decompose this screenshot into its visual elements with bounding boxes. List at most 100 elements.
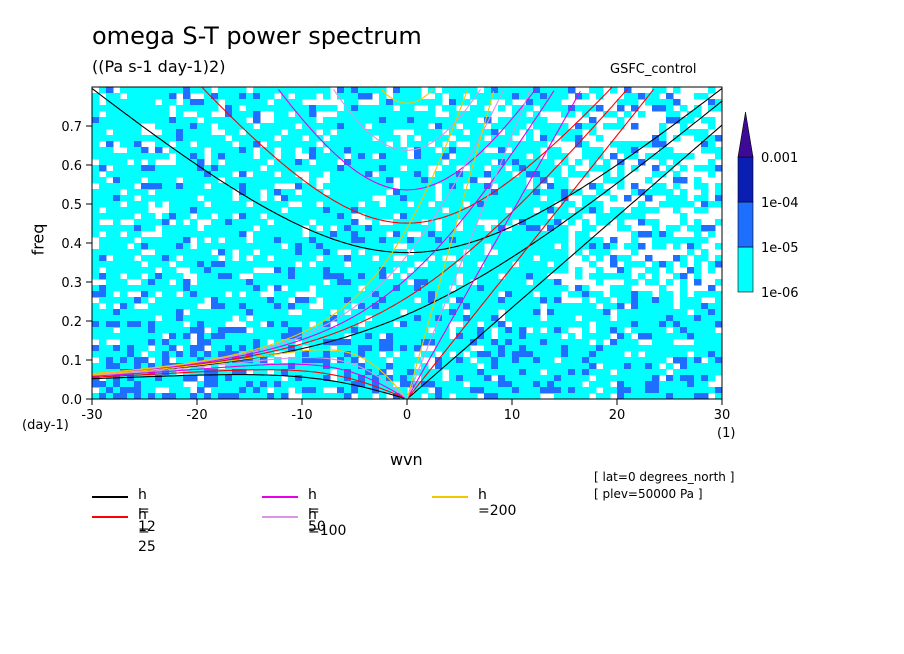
- heat-cell: [302, 195, 310, 202]
- heat-cell: [162, 171, 170, 178]
- heat-cell: [393, 111, 401, 118]
- heat-cell: [547, 105, 555, 112]
- heat-cell: [624, 363, 632, 370]
- legend-label: h = 12: [138, 487, 156, 535]
- heat-cell: [372, 231, 380, 238]
- heat-cell: [358, 111, 366, 118]
- heat-cell: [498, 171, 506, 178]
- colorbar-label: 1e-05: [761, 241, 799, 256]
- heat-cell: [701, 363, 709, 370]
- heat-cell: [715, 99, 723, 106]
- heat-cell: [197, 105, 205, 112]
- heat-cell: [666, 315, 674, 322]
- heat-cell: [295, 375, 303, 382]
- heat-cell: [638, 219, 646, 226]
- heat-cell: [386, 309, 394, 316]
- heat-cell: [218, 183, 226, 190]
- heat-cell: [400, 297, 408, 304]
- heat-cell: [365, 87, 373, 94]
- heat-cell: [708, 351, 716, 358]
- heat-cell: [148, 375, 156, 382]
- heat-cell: [428, 297, 436, 304]
- heat-cell: [169, 207, 177, 214]
- heat-cell: [519, 195, 527, 202]
- heat-cell: [267, 261, 275, 268]
- heat-cell: [456, 249, 464, 256]
- heat-cell: [456, 147, 464, 154]
- heat-cell: [701, 189, 709, 196]
- heat-cell: [547, 231, 555, 238]
- heat-cell: [176, 351, 184, 358]
- heat-cell: [99, 87, 107, 94]
- heat-cell: [561, 375, 569, 382]
- heat-cell: [603, 213, 611, 220]
- heat-cell: [246, 279, 254, 286]
- heat-cell: [351, 261, 359, 268]
- heat-cell: [218, 261, 226, 268]
- heat-cell: [302, 249, 310, 256]
- heat-cell: [491, 237, 499, 244]
- heat-cell: [645, 357, 653, 364]
- heat-cell: [673, 321, 681, 328]
- heat-cell: [400, 387, 408, 394]
- heat-cell: [414, 129, 422, 136]
- heat-cell: [582, 369, 590, 376]
- heat-cell: [540, 189, 548, 196]
- heat-cell: [526, 237, 534, 244]
- heat-cell: [92, 249, 100, 256]
- heat-cell: [330, 243, 338, 250]
- heat-cell: [631, 393, 639, 400]
- heat-cell: [526, 231, 534, 238]
- ig-curve-h25: [201, 87, 613, 224]
- heat-cell: [638, 291, 646, 298]
- heat-cell: [113, 153, 121, 160]
- heat-cell: [204, 381, 212, 388]
- heat-cell: [211, 333, 219, 340]
- heat-cell: [463, 297, 471, 304]
- heat-cell: [547, 129, 555, 136]
- heat-cell: [155, 261, 163, 268]
- heat-cell: [218, 357, 226, 364]
- heat-cell: [519, 255, 527, 262]
- heat-cell: [288, 339, 296, 346]
- heat-cell: [162, 345, 170, 352]
- heat-cell: [232, 225, 240, 232]
- heat-cell: [309, 225, 317, 232]
- heat-cell: [393, 375, 401, 382]
- heat-cell: [148, 393, 156, 400]
- heat-cell: [204, 231, 212, 238]
- heat-cell: [316, 237, 324, 244]
- heat-cell: [92, 267, 100, 274]
- heat-cell: [589, 243, 597, 250]
- heat-cell: [211, 315, 219, 322]
- heat-cell: [498, 141, 506, 148]
- heat-cell: [246, 321, 254, 328]
- heat-cell: [512, 189, 520, 196]
- heat-cell: [211, 387, 219, 394]
- heat-cell: [253, 231, 261, 238]
- heat-cell: [148, 219, 156, 226]
- heat-cell: [596, 165, 604, 172]
- heat-cell: [603, 363, 611, 370]
- heat-cell: [120, 117, 128, 124]
- heat-cell: [288, 333, 296, 340]
- heat-cell: [687, 333, 695, 340]
- heat-cell: [484, 315, 492, 322]
- heat-cell: [162, 315, 170, 322]
- heat-cell: [687, 363, 695, 370]
- heat-cell: [386, 225, 394, 232]
- heat-cell: [190, 393, 198, 400]
- heat-cell: [197, 267, 205, 274]
- heat-cell: [589, 147, 597, 154]
- heat-cell: [414, 171, 422, 178]
- heat-cell: [344, 207, 352, 214]
- heat-cell: [687, 375, 695, 382]
- heat-cell: [155, 219, 163, 226]
- heat-cell: [176, 207, 184, 214]
- heat-cell: [358, 135, 366, 142]
- heat-cell: [715, 351, 723, 358]
- heat-cell: [554, 147, 562, 154]
- heat-cell: [547, 249, 555, 256]
- heat-cell: [183, 189, 191, 196]
- heat-cell: [617, 357, 625, 364]
